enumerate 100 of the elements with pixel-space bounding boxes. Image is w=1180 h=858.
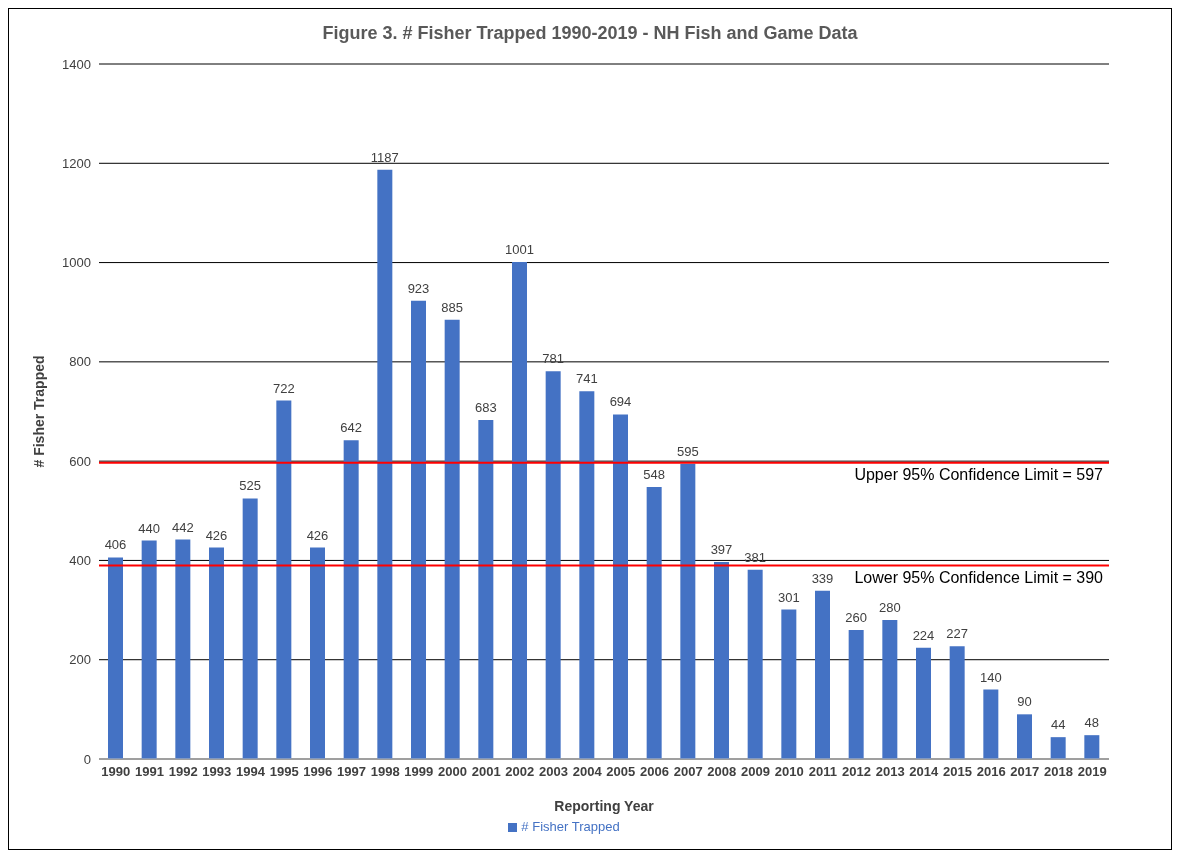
x-tick-label: 1994 xyxy=(236,764,266,780)
x-tick-label: 1993 xyxy=(202,764,232,780)
bar xyxy=(175,539,191,759)
bar xyxy=(646,486,662,759)
x-tick-label: 2012 xyxy=(842,764,871,780)
bar xyxy=(781,609,797,759)
ref-line-label: Lower 95% Confidence Limit = 390 xyxy=(854,568,1104,586)
chart-title: Figure 3. # Fisher Trapped 1990-2019 - NH Fish and Game Data xyxy=(321,22,859,44)
x-axis-title: Reporting Year xyxy=(554,798,655,814)
x-tick-label: 2004 xyxy=(572,764,603,780)
bar xyxy=(916,647,931,759)
bar xyxy=(1084,735,1100,759)
data-label: 301 xyxy=(777,589,800,605)
data-label: 595 xyxy=(676,443,699,459)
bar xyxy=(310,547,325,759)
bar xyxy=(411,300,426,759)
bar xyxy=(545,371,561,759)
x-tick-label: 1995 xyxy=(269,764,299,780)
y-tick-label: 0 xyxy=(83,751,91,767)
data-label: 224 xyxy=(912,627,935,643)
x-tick-label: 1992 xyxy=(168,764,198,780)
y-tick-label: 200 xyxy=(69,652,91,668)
bar xyxy=(613,414,628,759)
bar xyxy=(714,561,729,759)
x-tick-label: 2006 xyxy=(640,764,669,780)
x-tick-label: 2018 xyxy=(1044,764,1073,780)
x-tick-label: 2002 xyxy=(505,764,535,780)
legend-label: # Fisher Trapped xyxy=(521,819,620,834)
bar xyxy=(377,169,393,759)
bar xyxy=(444,319,460,759)
x-tick-label: 2017 xyxy=(1010,764,1040,780)
data-label: 1001 xyxy=(505,242,534,258)
data-label: 548 xyxy=(643,466,666,482)
bar xyxy=(815,590,830,759)
data-label: 426 xyxy=(205,527,228,543)
bar xyxy=(276,400,292,759)
bar xyxy=(512,262,527,759)
data-label: 525 xyxy=(239,478,262,494)
x-tick-label: 2005 xyxy=(606,764,636,780)
data-label: 48 xyxy=(1084,715,1100,731)
data-label: 923 xyxy=(407,280,430,296)
x-tick-label: 2007 xyxy=(673,764,703,780)
data-label: 741 xyxy=(575,371,598,387)
x-tick-label: 2008 xyxy=(707,764,737,780)
x-tick-label: 2011 xyxy=(808,764,837,780)
x-tick-label: 2000 xyxy=(438,764,467,780)
bar xyxy=(242,498,258,759)
x-tick-label: 2014 xyxy=(909,764,940,780)
x-tick-label: 2001 xyxy=(471,764,501,780)
data-label: 885 xyxy=(441,299,464,315)
x-tick-label: 1997 xyxy=(337,764,366,780)
data-label: 397 xyxy=(710,541,733,557)
x-tick-label: 1998 xyxy=(370,764,400,780)
y-tick-label: 800 xyxy=(69,354,91,370)
bar xyxy=(882,620,898,759)
data-label: 722 xyxy=(272,380,295,396)
data-label: 683 xyxy=(474,399,497,415)
bar xyxy=(949,646,965,759)
bar xyxy=(1017,714,1032,759)
bar xyxy=(108,557,123,759)
y-tick-label: 1400 xyxy=(62,56,91,72)
x-tick-label: 1996 xyxy=(303,764,333,780)
bar xyxy=(680,463,696,759)
x-tick-label: 2015 xyxy=(943,764,972,780)
data-label: 227 xyxy=(946,626,969,642)
data-label: 140 xyxy=(979,669,1002,685)
x-tick-label: 2009 xyxy=(741,764,770,780)
bar xyxy=(343,440,359,759)
y-tick-label: 1000 xyxy=(62,255,91,271)
y-tick-label: 400 xyxy=(69,553,91,569)
data-label: 44 xyxy=(1050,717,1066,733)
bar xyxy=(848,629,864,759)
bar xyxy=(478,419,494,759)
x-tick-label: 1990 xyxy=(101,764,131,780)
x-tick-label: 2016 xyxy=(976,764,1006,780)
data-label: 339 xyxy=(811,570,834,586)
data-label: 406 xyxy=(104,537,127,553)
x-tick-label: 2019 xyxy=(1077,764,1107,780)
y-axis-title: # Fisher Trapped xyxy=(30,355,47,468)
bar xyxy=(141,540,157,759)
x-tick-label: 2003 xyxy=(539,764,568,780)
bar xyxy=(209,547,224,759)
data-label: 426 xyxy=(306,527,329,543)
data-label: 442 xyxy=(171,519,194,535)
data-label: 694 xyxy=(609,394,632,410)
y-tick-label: 1200 xyxy=(62,155,91,171)
x-tick-label: 2010 xyxy=(774,764,804,780)
bar xyxy=(579,391,595,759)
data-label: 280 xyxy=(878,600,901,615)
y-tick-label: 600 xyxy=(69,453,91,469)
ref-line-label: Upper 95% Confidence Limit = 597 xyxy=(854,465,1104,483)
data-label: 642 xyxy=(340,420,363,436)
data-label: 260 xyxy=(845,609,868,625)
data-label: 440 xyxy=(138,520,161,536)
x-tick-label: 1999 xyxy=(404,764,434,780)
bar xyxy=(747,569,763,759)
bar xyxy=(983,689,999,759)
data-label: 1187 xyxy=(370,149,399,165)
x-tick-label: 1991 xyxy=(135,764,164,780)
data-label: 90 xyxy=(1017,694,1032,710)
